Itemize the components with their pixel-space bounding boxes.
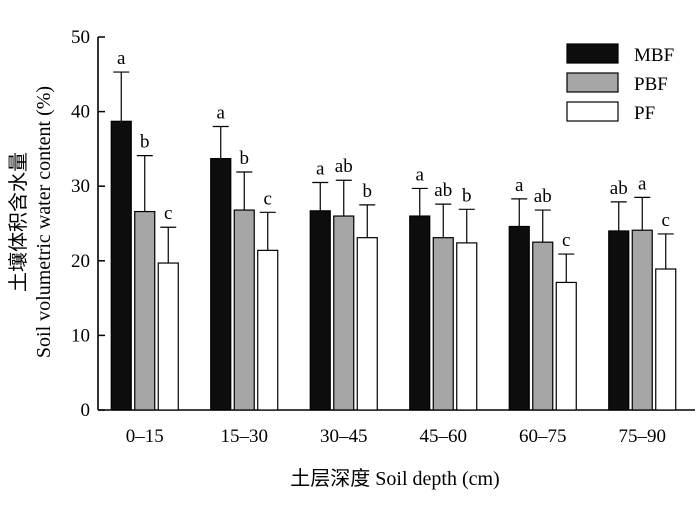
significance-label: b	[140, 132, 150, 153]
bar	[309, 210, 331, 411]
bar	[508, 225, 530, 411]
legend-swatch	[566, 101, 619, 122]
x-tick-label: 75–90	[619, 426, 667, 447]
legend-label: MBF	[634, 45, 674, 66]
legend-swatch	[566, 72, 619, 93]
axes: 0 10 20 30 40 50 0–15 15–30 30–45 45–60 60–75 75–90	[71, 27, 695, 447]
y-axis-title: Soil volumetric water content (%)	[33, 86, 55, 358]
y-axis-title-chinese: 土壤体积含水量	[7, 152, 30, 292]
significance-label: a	[117, 48, 126, 69]
y-tick-label: 40	[71, 102, 90, 123]
bar	[134, 210, 156, 411]
significance-label: c	[164, 203, 172, 224]
y-tick-label: 20	[71, 251, 90, 272]
significance-label: ab	[335, 156, 353, 177]
bar	[356, 237, 378, 411]
bar	[631, 229, 653, 411]
legend-label: PF	[634, 103, 655, 124]
significance-label: ab	[534, 186, 552, 207]
x-tick-label: 15–30	[221, 426, 269, 447]
y-tick-label: 10	[71, 325, 90, 346]
legend-label: PBF	[634, 74, 668, 95]
significance-label: c	[264, 188, 272, 209]
significance-label: a	[515, 175, 524, 196]
significance-label: b	[240, 148, 250, 169]
bar	[333, 215, 355, 411]
significance-label: ab	[610, 178, 628, 199]
y-tick-label: 30	[71, 176, 90, 197]
bar	[257, 249, 279, 411]
bar	[409, 215, 431, 411]
significance-label: a	[416, 164, 425, 185]
bar	[210, 157, 232, 411]
bar	[532, 241, 554, 411]
legend-swatch	[566, 43, 619, 64]
bar	[110, 120, 132, 411]
bar	[233, 209, 255, 411]
significance-label: a	[217, 103, 226, 124]
bar	[157, 262, 179, 411]
bar	[456, 242, 478, 411]
x-axis-title: 土层深度 Soil depth (cm)	[290, 467, 499, 490]
bar	[608, 230, 630, 411]
significance-label: b	[462, 185, 472, 206]
bar	[655, 268, 677, 411]
y-tick-label: 0	[81, 400, 91, 421]
significance-label: a	[638, 173, 647, 194]
significance-label: a	[316, 158, 325, 179]
y-tick-label: 50	[71, 27, 90, 48]
significance-label: b	[363, 181, 373, 202]
bar	[432, 237, 454, 411]
significance-label: c	[562, 230, 570, 251]
bars	[110, 71, 677, 411]
x-tick-label: 60–75	[519, 426, 567, 447]
legend: MBF PBF PF	[566, 43, 674, 124]
bar	[555, 281, 577, 411]
significance-label: c	[662, 210, 670, 231]
x-tick-label: 0–15	[126, 426, 164, 447]
x-tick-label: 45–60	[420, 426, 468, 447]
significance-label: ab	[434, 180, 452, 201]
x-tick-label: 30–45	[320, 426, 368, 447]
